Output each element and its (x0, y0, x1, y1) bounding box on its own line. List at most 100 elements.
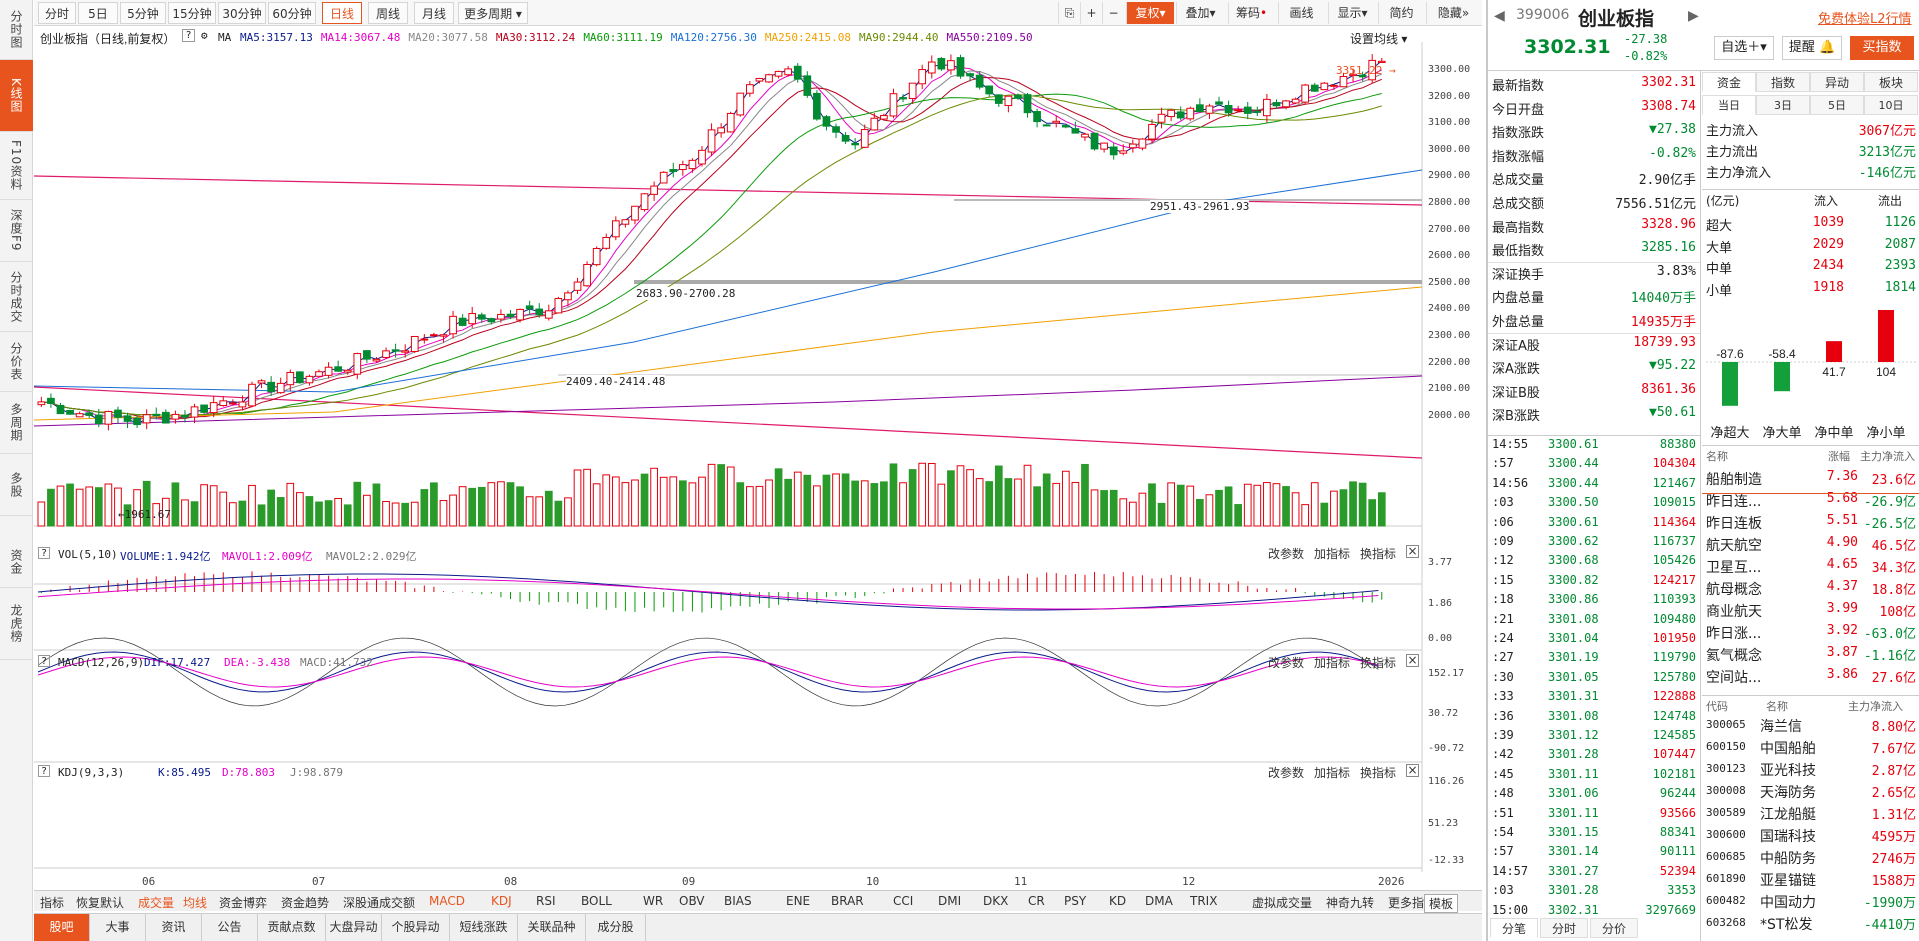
stock-name[interactable]: 国瑞科技 (1760, 829, 1816, 845)
simple-button[interactable]: 简约 (1378, 2, 1424, 24)
stock-name[interactable]: 中国动力 (1760, 895, 1816, 911)
bottom-tab[interactable]: 贡献点数 (258, 914, 326, 941)
vol-help-icon[interactable]: ? (38, 547, 50, 559)
display-button[interactable]: 显示▾ (1328, 2, 1376, 24)
indicator-tab[interactable]: BOLL (581, 894, 612, 908)
stock-name[interactable]: 天海防务 (1760, 785, 1816, 801)
bottom-tab[interactable]: 关联品种 (518, 914, 586, 941)
bottom-tab[interactable]: 股吧 (34, 914, 90, 941)
stock-name[interactable]: 亚星锚链 (1760, 873, 1816, 889)
stock-name[interactable]: 江龙船艇 (1760, 807, 1816, 823)
bottom-tab[interactable]: 公告 (202, 914, 258, 941)
ma-settings-button[interactable]: 设置均线 ▾ (1350, 32, 1408, 46)
ma-legend-item[interactable]: MA90:2944.40 (858, 31, 939, 44)
kdj-add-indicator[interactable]: 加指标 (1314, 766, 1351, 780)
tick-tab[interactable]: 分时 (1540, 918, 1588, 938)
draw-button[interactable]: 画线 (1278, 2, 1324, 24)
tab-timeshare[interactable]: 分时图 (0, 0, 33, 60)
tick-tab[interactable]: 分笔 (1490, 918, 1538, 938)
ma-legend-item[interactable]: MA250:2415.08 (764, 31, 851, 44)
indicator-tab[interactable]: DMA (1145, 894, 1173, 908)
bottom-tab[interactable]: 短线涨跌 (450, 914, 518, 941)
macd-close-icon[interactable]: × (1406, 653, 1419, 667)
sector-name[interactable]: 昨日连板 (1706, 516, 1762, 532)
tab-dragon-tiger[interactable]: 龙虎榜 (0, 588, 33, 660)
tab-kline[interactable]: K线图 (0, 60, 33, 132)
fund-tab[interactable]: 异动 (1810, 72, 1864, 92)
tab-multi-period[interactable]: 多周期 (0, 392, 33, 454)
period-5day[interactable]: 5日 (78, 2, 118, 24)
indicator-tab[interactable]: 资金趋势 (281, 896, 330, 910)
indicator-tab[interactable]: CCI (893, 894, 914, 908)
indicator-tab[interactable]: KDJ (491, 894, 512, 908)
zoom-out-icon[interactable]: − (1102, 2, 1124, 24)
indicator-tab[interactable]: 成交量 (138, 896, 175, 910)
sector-name[interactable]: 昨日连... (1706, 494, 1762, 510)
kdj-switch-indicator[interactable]: 换指标 (1360, 766, 1397, 780)
indicator-tab[interactable]: ENE (786, 894, 811, 908)
indicator-tab[interactable]: 恢复默认 (76, 896, 125, 910)
indicator-tab[interactable]: RSI (536, 894, 556, 908)
fund-tab[interactable]: 板块 (1864, 72, 1918, 92)
indicator-tab[interactable]: WR (643, 894, 664, 908)
stock-name[interactable]: 亚光科技 (1760, 763, 1816, 779)
tick-tab[interactable]: 分价 (1590, 918, 1638, 938)
indicator-tab[interactable]: BRAR (831, 894, 864, 908)
sector-name[interactable]: 昨日涨... (1706, 626, 1762, 642)
next-arrow-icon[interactable]: ▶ (1688, 8, 1699, 24)
sector-name[interactable]: 航天航空 (1706, 538, 1762, 554)
indicator-tab[interactable]: KD (1109, 894, 1127, 908)
fund-sub-tab[interactable]: 5日 (1810, 95, 1864, 115)
indicator-tab[interactable]: DKX (983, 894, 1009, 908)
bottom-tab[interactable]: 大盘异动 (326, 914, 382, 941)
fund-sub-tab[interactable]: 10日 (1864, 95, 1918, 115)
period-monthly[interactable]: 月线 (414, 2, 454, 24)
stock-name[interactable]: 海兰信 (1760, 719, 1802, 735)
ma-legend-item[interactable]: MA30:3112.24 (495, 31, 576, 44)
add-watchlist-button[interactable]: 自选＋▾ (1714, 36, 1774, 60)
copy-icon[interactable]: ⎘ (1058, 2, 1080, 24)
fund-sub-tab[interactable]: 当日 (1702, 95, 1756, 115)
period-15min[interactable]: 15分钟 (168, 2, 216, 24)
sector-name[interactable]: 航母概念 (1706, 582, 1762, 598)
period-more[interactable]: 更多周期 ▾ (458, 2, 528, 24)
tab-fund[interactable]: 资金 (0, 536, 33, 588)
kdj-edit-params[interactable]: 改参数 (1268, 766, 1305, 780)
fund-tab[interactable]: 指数 (1756, 72, 1810, 92)
indicator-tab[interactable]: PSY (1064, 894, 1087, 908)
overlay-button[interactable]: 叠加▾ (1176, 2, 1224, 24)
prev-arrow-icon[interactable]: ◀ (1494, 8, 1505, 24)
bottom-tab[interactable]: 大事 (90, 914, 146, 941)
indicator-tab[interactable]: CR (1028, 894, 1045, 908)
ma-legend-item[interactable]: MA550:2109.50 (946, 31, 1033, 44)
indicator-tab[interactable]: 模板 (1424, 894, 1459, 913)
fund-sub-tab[interactable]: 3日 (1756, 95, 1810, 115)
macd-switch-indicator[interactable]: 换指标 (1360, 656, 1397, 670)
period-timeshare[interactable]: 分时 (38, 2, 76, 24)
indicator-tab[interactable]: 均线 (183, 896, 208, 910)
ma-legend-item[interactable]: MA20:3077.58 (408, 31, 488, 44)
stock-name[interactable]: 中船防务 (1760, 851, 1816, 867)
remind-button[interactable]: 提醒 🔔 (1782, 36, 1842, 60)
ma-legend-item[interactable]: MA120:2756.30 (670, 31, 757, 44)
fund-tab[interactable]: 资金 (1702, 72, 1756, 92)
indicator-tab[interactable]: BIAS (724, 894, 752, 908)
kdj-help-icon[interactable]: ? (38, 765, 50, 777)
vol-edit-params[interactable]: 改参数 (1268, 547, 1305, 561)
bottom-tab[interactable]: 成分股 (586, 914, 646, 941)
sector-name[interactable]: 空间站... (1706, 670, 1762, 686)
indicator-tab[interactable]: 虚拟成交量 (1252, 896, 1313, 910)
indicator-tab[interactable]: MACD (429, 894, 465, 908)
l2-trial-link[interactable]: 免费体验L2行情 (1818, 12, 1912, 27)
ma-legend-item[interactable]: MA14:3067.48 (320, 31, 401, 44)
vol-close-icon[interactable]: × (1406, 544, 1419, 558)
zoom-in-icon[interactable]: + (1080, 2, 1102, 24)
ma-legend-item[interactable]: MA60:3111.19 (583, 31, 663, 44)
sector-name[interactable]: 商业航天 (1706, 604, 1762, 620)
buy-index-button[interactable]: 买指数 (1850, 36, 1914, 60)
indicator-tab[interactable]: 指标 (40, 896, 65, 910)
indicator-tab[interactable]: 神奇九转 (1326, 896, 1375, 910)
period-30min[interactable]: 30分钟 (218, 2, 266, 24)
stock-name[interactable]: *ST松发 (1760, 917, 1813, 933)
vol-add-indicator[interactable]: 加指标 (1314, 547, 1351, 561)
